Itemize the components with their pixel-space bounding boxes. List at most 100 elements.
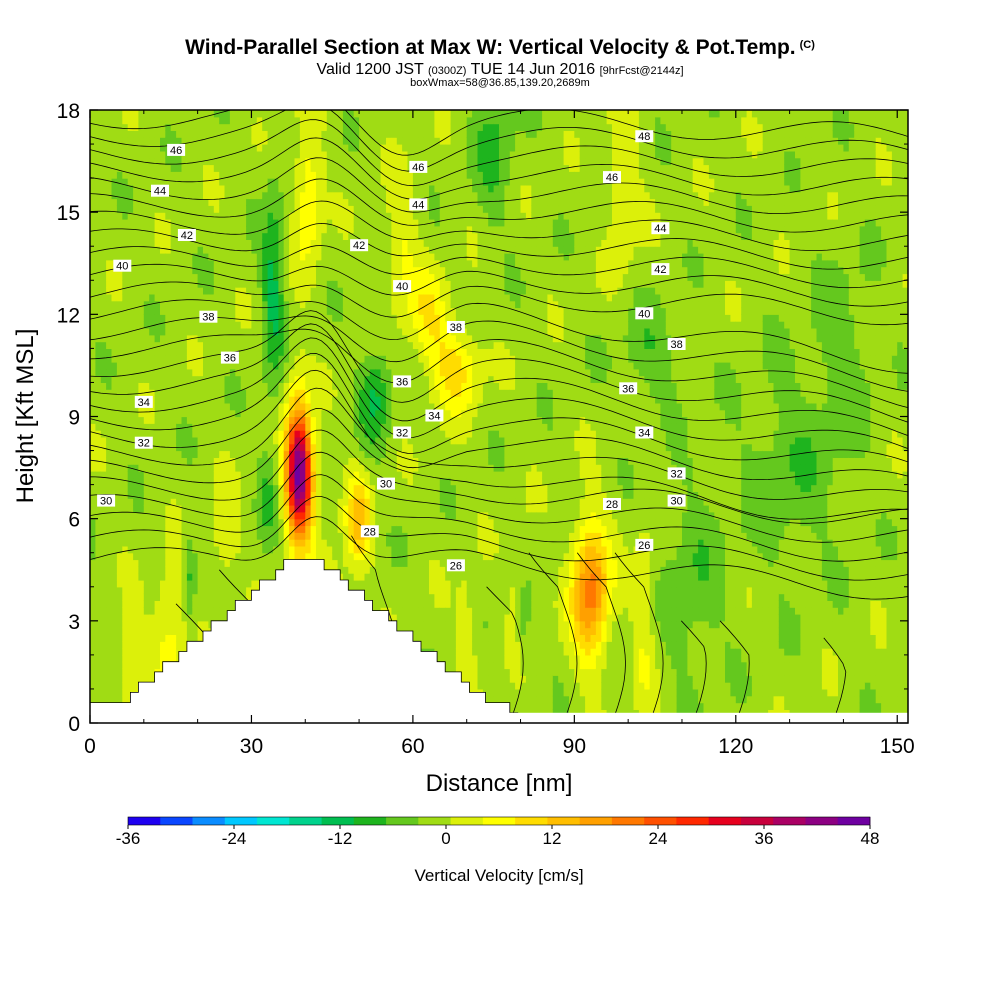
valid-date: TUE 14 Jun 2016 bbox=[470, 61, 596, 78]
forecast-info: [9hrFcst@2144z] bbox=[599, 65, 684, 77]
contour-label: 30 bbox=[377, 477, 395, 491]
colorbar-swatch bbox=[515, 817, 548, 825]
colorbar: -36 -24 -12 0 12 24 36 48 bbox=[116, 816, 879, 848]
contour-label-text: 38 bbox=[670, 339, 682, 351]
contour-label: 30 bbox=[667, 494, 686, 508]
valid-time: Valid 1200 JST bbox=[316, 61, 424, 78]
colorbar-swatch bbox=[386, 817, 419, 825]
contour-label: 34 bbox=[134, 395, 153, 409]
colorbar-tick-label: 24 bbox=[649, 829, 668, 848]
colorbar-swatch bbox=[708, 817, 742, 825]
utc-time: (0300Z) bbox=[427, 65, 467, 77]
terrain bbox=[90, 559, 908, 723]
colorbar-swatch bbox=[837, 817, 871, 825]
contour-label-text: 42 bbox=[654, 264, 666, 276]
contour-label-text: 40 bbox=[396, 281, 408, 293]
contour-label: 34 bbox=[425, 409, 444, 423]
x-tick-label: 60 bbox=[401, 735, 424, 758]
contour-label-text: 32 bbox=[138, 438, 150, 450]
contour-label: 40 bbox=[113, 259, 132, 273]
chart-title: Wind-Parallel Section at Max W: Vertical… bbox=[0, 36, 1000, 60]
contour-label-text: 34 bbox=[138, 397, 150, 409]
colorbar-label: Vertical Velocity [cm/s] bbox=[414, 866, 583, 885]
contour-label-text: 36 bbox=[622, 383, 634, 395]
contour-label: 46 bbox=[603, 171, 621, 184]
y-tick-label: 9 bbox=[68, 407, 80, 430]
box-wmax-info: boxWmax=58@36.85,139.20,2689m bbox=[410, 77, 590, 89]
colorbar-swatch bbox=[482, 817, 516, 825]
contour-label: 38 bbox=[446, 321, 465, 334]
contour-label-text: 48 bbox=[638, 131, 650, 143]
contour-label-text: 46 bbox=[606, 172, 618, 184]
chart-title-text: Wind-Parallel Section at Max W: Vertical… bbox=[185, 36, 796, 59]
colorbar-swatch bbox=[160, 817, 193, 825]
contour-label: 36 bbox=[220, 351, 239, 365]
contour-label: 32 bbox=[134, 436, 153, 450]
contour-label: 42 bbox=[177, 229, 196, 242]
y-tick-label: 18 bbox=[57, 100, 80, 123]
x-axis-label: Distance [nm] bbox=[426, 770, 573, 797]
colorbar-swatch bbox=[418, 817, 451, 825]
contour-label-text: 38 bbox=[450, 322, 462, 334]
contour-label-text: 32 bbox=[396, 428, 408, 440]
colorbar-tick-label: -12 bbox=[328, 829, 353, 848]
contour-label-text: 42 bbox=[353, 240, 365, 252]
colorbar-swatch bbox=[805, 817, 839, 825]
contour-label: 32 bbox=[667, 467, 686, 480]
contour-label-text: 44 bbox=[412, 199, 424, 211]
contour-label-text: 46 bbox=[170, 145, 182, 157]
x-tick-label: 0 bbox=[84, 735, 96, 758]
contour-label-text: 46 bbox=[412, 162, 424, 174]
contour-label-text: 34 bbox=[428, 411, 440, 423]
contour-label: 48 bbox=[635, 130, 654, 143]
contour-label-text: 28 bbox=[364, 526, 376, 538]
colorbar-swatch bbox=[257, 817, 290, 825]
contour-label: 40 bbox=[635, 307, 654, 320]
contour-label: 32 bbox=[393, 426, 412, 440]
contour-label-text: 42 bbox=[181, 230, 193, 242]
contour-label: 26 bbox=[446, 559, 465, 572]
colorbar-swatch bbox=[676, 817, 710, 825]
contour-label-text: 30 bbox=[100, 496, 112, 508]
colorbar-swatch bbox=[289, 817, 322, 825]
colorbar-frame bbox=[127, 816, 871, 826]
colorbar-swatch bbox=[450, 817, 484, 825]
contour-label-text: 32 bbox=[670, 468, 682, 480]
contour-label-text: 26 bbox=[450, 560, 462, 572]
contour-label-text: 44 bbox=[154, 186, 166, 198]
y-tick-label: 3 bbox=[68, 611, 80, 634]
contour-label-text: 30 bbox=[670, 496, 682, 508]
contour-label: 28 bbox=[360, 525, 379, 538]
contour-labels: 46 44 42 40 38 36 34 32 30 46 44 42 40 38 36 34 32 30 28 26… bbox=[97, 130, 686, 572]
contour-label-text: 34 bbox=[638, 428, 650, 440]
contour-label-text: 38 bbox=[202, 312, 214, 324]
contour-label: 44 bbox=[409, 198, 428, 211]
contour-label: 44 bbox=[651, 222, 670, 235]
x-tick-label: 90 bbox=[563, 735, 586, 758]
contour-label: 46 bbox=[167, 143, 186, 157]
colorbar-swatch bbox=[128, 817, 161, 825]
contour-label: 38 bbox=[199, 310, 218, 324]
contour-label-text: 44 bbox=[654, 223, 666, 235]
colorbar-swatch bbox=[644, 817, 677, 825]
contour-label: 38 bbox=[667, 338, 686, 351]
colorbar-tick-label: 0 bbox=[441, 829, 450, 848]
colorbar-tick-label: 36 bbox=[755, 829, 774, 848]
y-axis-label: Height [Kft MSL] bbox=[12, 329, 39, 504]
contour-label-text: 30 bbox=[380, 479, 392, 491]
colorbar-swatch bbox=[353, 817, 387, 825]
contour-label: 34 bbox=[635, 426, 654, 440]
colorbar-tick-label: -24 bbox=[222, 829, 247, 848]
colorbar-tick-label: 12 bbox=[543, 829, 562, 848]
contour-label: 36 bbox=[619, 382, 638, 395]
colorbar-swatch bbox=[579, 817, 613, 825]
y-tick-label: 0 bbox=[68, 713, 80, 736]
colorbar-swatch bbox=[321, 817, 355, 825]
contour-label: 42 bbox=[651, 263, 670, 276]
colorbar-swatch bbox=[224, 817, 258, 825]
contour-label-text: 28 bbox=[606, 499, 618, 511]
y-tick-label: 6 bbox=[68, 509, 80, 532]
contour-label: 30 bbox=[97, 494, 116, 508]
